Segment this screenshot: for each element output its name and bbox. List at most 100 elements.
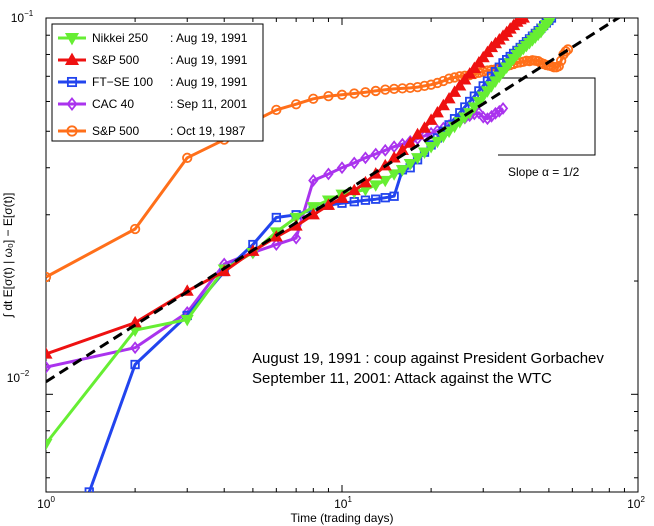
fit-line-slope-half (46, 18, 622, 383)
legend-date: : Aug 19, 1991 (170, 75, 248, 89)
data-point (424, 142, 438, 154)
data-point (271, 238, 282, 251)
legend-name: S&P 500 (92, 124, 139, 138)
data-point (560, 46, 571, 57)
data-point (336, 161, 348, 175)
data-point (323, 167, 334, 181)
data-point (467, 61, 481, 73)
legend-date: : Aug 19, 1991 (170, 53, 248, 67)
data-point (321, 198, 336, 210)
data-point (129, 223, 141, 235)
data-point (387, 169, 401, 181)
x-axis-label: Time (trading days) (291, 511, 394, 525)
data-point (358, 175, 372, 188)
data-point (347, 183, 361, 196)
data-point (180, 314, 194, 327)
data-point (442, 126, 456, 139)
data-point (430, 105, 444, 118)
y-axis-label: ∫ dt E[σ(t) | ω₀] − E[σ(t)] (1, 193, 15, 319)
data-point (449, 72, 460, 83)
data-point (417, 147, 432, 159)
data-point (271, 104, 282, 116)
legend-name: FT−SE 100 (92, 75, 153, 89)
legend-name: Nikkei 250 (92, 31, 148, 45)
data-point (371, 194, 381, 204)
data-point (438, 75, 449, 87)
data-point (349, 88, 360, 99)
legend-name: CAC 40 (92, 97, 134, 111)
data-point (405, 82, 416, 94)
legend-date: : Aug 19, 1991 (170, 31, 248, 45)
data-point (411, 153, 425, 165)
data-point (306, 202, 320, 214)
legend-marker (66, 76, 78, 88)
data-point (424, 113, 438, 125)
data-point (182, 152, 193, 163)
legend-marker (66, 97, 78, 111)
annotation-wtc: September 11, 2001: Attack against the W… (252, 370, 552, 387)
data-point (432, 77, 443, 89)
legend-date: : Oct 19, 1987 (170, 124, 246, 138)
data-point (412, 81, 423, 93)
data-point (497, 101, 509, 115)
legend-item-0: Nikkei 250 : Aug 19, 1991 (58, 31, 248, 46)
y-tick-label-0.01: 10−2 (7, 369, 30, 385)
data-point (490, 106, 501, 120)
data-point (336, 89, 348, 100)
x-tick-label-1: 100 (37, 495, 55, 511)
data-point (443, 73, 455, 84)
data-point (46, 271, 52, 283)
data-point (271, 212, 281, 223)
data-point (516, 18, 530, 23)
data-point (417, 121, 432, 133)
data-point (308, 93, 319, 104)
data-point (472, 56, 486, 68)
data-point (472, 96, 486, 109)
annotation-gorbachev: August 19, 1991 : coup against President… (252, 350, 604, 367)
legend-marker (66, 125, 78, 137)
data-point (494, 104, 505, 118)
data-point (425, 79, 437, 90)
data-point (349, 156, 360, 170)
data-point (389, 191, 399, 201)
data-point (403, 159, 417, 171)
data-point (378, 175, 392, 188)
axis-ticks (45, 17, 639, 492)
data-point (46, 438, 53, 451)
data-point (370, 85, 381, 97)
data-point (419, 80, 430, 92)
data-point (547, 18, 556, 25)
y-tick-label-0.1: 10−1 (11, 9, 34, 25)
data-point (360, 195, 371, 205)
data-point (458, 73, 472, 85)
data-point (360, 151, 371, 165)
data-point (290, 231, 302, 245)
data-point (46, 347, 53, 359)
slope-bracket (498, 77, 596, 156)
legend-item-2: FT−SE 100 : Aug 19, 1991 (58, 75, 248, 89)
data-point (411, 127, 425, 140)
data-point (308, 174, 319, 187)
data-point (486, 109, 497, 123)
data-point (447, 85, 462, 97)
data-point (430, 136, 444, 149)
data-point (482, 112, 493, 126)
legend-name: S&P 500 (92, 53, 139, 67)
series-1 (46, 18, 530, 359)
legend-item-3: CAC 40: Sep 11, 2001 (58, 97, 248, 111)
data-point (395, 165, 409, 177)
data-point (370, 147, 381, 161)
data-point (436, 98, 450, 111)
slope-label: Slope α = 1/2 (508, 165, 580, 179)
data-point (289, 212, 303, 225)
x-tick-label-100: 102 (627, 495, 645, 511)
data-point (453, 79, 467, 91)
data-point (380, 193, 390, 203)
x-tick-label-10: 101 (334, 495, 352, 511)
data-point (403, 136, 417, 148)
legend-marker (64, 32, 80, 46)
legend-item-1: S&P 500 : Aug 19, 1991 (58, 52, 248, 67)
data-point (335, 191, 349, 203)
data-point (290, 99, 302, 110)
data-point (129, 341, 141, 355)
